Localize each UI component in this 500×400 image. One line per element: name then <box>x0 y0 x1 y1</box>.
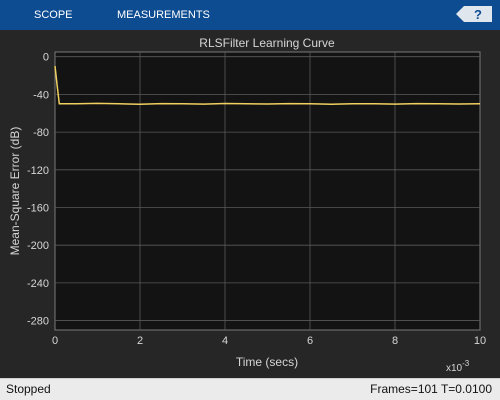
plot-area: 0 2 4 6 8 10 0 -40 -80 -120 -160 -200 -240 -280 RLSF… <box>0 30 500 378</box>
frames-info: Frames=101 T=0.0100 <box>370 382 492 396</box>
status-bar: Stopped Frames=101 T=0.0100 <box>0 378 500 400</box>
toolstrip: SCOPE MEASUREMENTS ? <box>0 0 500 30</box>
y-tick-label: -200 <box>27 240 49 252</box>
y-tick-label: 0 <box>43 52 49 64</box>
y-tick-label: -160 <box>27 202 49 214</box>
y-tick-label: -240 <box>27 278 49 290</box>
svg-text:?: ? <box>474 7 482 22</box>
x-tick-label: 4 <box>222 335 228 347</box>
tab-scope[interactable]: SCOPE <box>34 9 73 21</box>
x-tick-label: 8 <box>392 335 398 347</box>
tab-measurements[interactable]: MEASUREMENTS <box>117 9 210 21</box>
series-line <box>54 66 481 106</box>
x-tick-label: 0 <box>52 335 58 347</box>
x-tick-label: 2 <box>137 335 143 347</box>
learning-curve-chart[interactable]: 0 2 4 6 8 10 0 -40 -80 -120 -160 -200 -240 -280 RLSF… <box>0 30 500 378</box>
x-tick-label: 10 <box>474 335 486 347</box>
y-tick-label: -280 <box>27 316 49 328</box>
x-multiplier-label: x10-3 <box>446 359 470 374</box>
y-tick-label: -120 <box>27 165 49 177</box>
x-axis-label: Time (secs) <box>236 355 298 369</box>
chart-title: RLSFilter Learning Curve <box>199 36 335 50</box>
y-tick-label: -40 <box>33 89 49 101</box>
y-axis-label: Mean-Square Error (dB) <box>8 127 22 256</box>
status-state: Stopped <box>6 382 51 396</box>
x-tick-label: 6 <box>307 335 313 347</box>
axes-background <box>54 51 481 331</box>
help-question-icon[interactable]: ? <box>454 4 494 24</box>
y-tick-label: -80 <box>33 127 49 139</box>
